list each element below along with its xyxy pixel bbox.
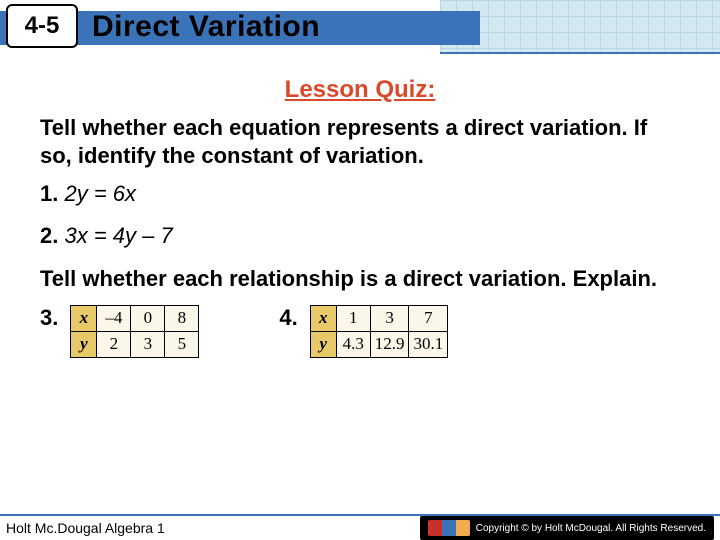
slide-header: 4-5 Direct Variation bbox=[0, 0, 720, 54]
instruction-2: Tell whether each relationship is a dire… bbox=[40, 265, 680, 293]
q4-cell: 12.9 bbox=[370, 331, 409, 357]
q3-cell: 5 bbox=[165, 331, 199, 357]
q3-header-y: y bbox=[71, 331, 97, 357]
q3-cell: 0 bbox=[131, 305, 165, 331]
footer-copyright: Copyright © by Holt McDougal. All Rights… bbox=[476, 523, 706, 534]
publisher-logo-icon bbox=[428, 520, 470, 536]
question-3: 3. x –4 0 8 y 2 3 5 bbox=[40, 305, 199, 358]
table-row: x 1 3 7 bbox=[310, 305, 448, 331]
footer-copyright-box: Copyright © by Holt McDougal. All Rights… bbox=[420, 516, 714, 540]
lesson-title: Direct Variation bbox=[92, 10, 320, 44]
footer-textbook: Holt Mc.Dougal Algebra 1 bbox=[6, 520, 165, 536]
header-grid-bg bbox=[440, 0, 720, 54]
q3-cell: 2 bbox=[97, 331, 131, 357]
question-1: 1. 2y = 6x bbox=[40, 181, 680, 207]
q4-cell: 3 bbox=[370, 305, 409, 331]
q4-table: x 1 3 7 y 4.3 12.9 30.1 bbox=[310, 305, 449, 358]
q4-number: 4. bbox=[279, 305, 297, 330]
q3-cell: –4 bbox=[97, 305, 131, 331]
q3-table: x –4 0 8 y 2 3 5 bbox=[70, 305, 199, 358]
lesson-number-badge: 4-5 bbox=[6, 4, 78, 48]
q2-equation: 3x = 4y – 7 bbox=[64, 223, 172, 248]
question-4: 4. x 1 3 7 y 4.3 12.9 30.1 bbox=[279, 305, 448, 358]
q4-cell: 30.1 bbox=[409, 331, 448, 357]
slide-content: Lesson Quiz: Tell whether each equation … bbox=[0, 54, 720, 368]
q3-cell: 8 bbox=[165, 305, 199, 331]
slide-footer: Holt Mc.Dougal Algebra 1 Copyright © by … bbox=[0, 514, 720, 540]
table-row: y 4.3 12.9 30.1 bbox=[310, 331, 448, 357]
table-row: y 2 3 5 bbox=[71, 331, 199, 357]
q4-cell: 1 bbox=[336, 305, 370, 331]
q4-cell: 4.3 bbox=[336, 331, 370, 357]
q4-cell: 7 bbox=[409, 305, 448, 331]
q1-number: 1. bbox=[40, 181, 58, 206]
q3-header-x: x bbox=[71, 305, 97, 331]
instruction-1: Tell whether each equation represents a … bbox=[40, 114, 680, 169]
q4-header-y: y bbox=[310, 331, 336, 357]
q3-cell: 3 bbox=[131, 331, 165, 357]
q3-number: 3. bbox=[40, 305, 58, 330]
quiz-title: Lesson Quiz: bbox=[40, 76, 680, 104]
lesson-number: 4-5 bbox=[25, 12, 60, 40]
q1-equation: 2y = 6x bbox=[64, 181, 136, 206]
question-2: 2. 3x = 4y – 7 bbox=[40, 223, 680, 249]
table-row: x –4 0 8 bbox=[71, 305, 199, 331]
q4-header-x: x bbox=[310, 305, 336, 331]
questions-3-4-row: 3. x –4 0 8 y 2 3 5 4. x bbox=[40, 305, 680, 358]
q2-number: 2. bbox=[40, 223, 58, 248]
